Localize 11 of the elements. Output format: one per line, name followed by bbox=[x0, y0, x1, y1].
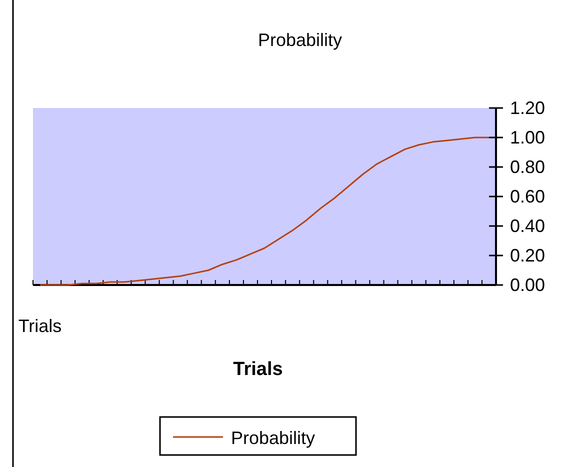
y-tick-label: 0.80 bbox=[510, 157, 546, 177]
line-series bbox=[39, 136, 490, 286]
y-tick-label: 1.00 bbox=[510, 128, 546, 148]
y-tick-label: 0.00 bbox=[510, 275, 546, 295]
legend-label: Probability bbox=[231, 428, 316, 448]
y-tick-label: 0.40 bbox=[510, 216, 546, 236]
x-axis-title: Trials bbox=[233, 359, 283, 380]
y-tick-label: 0.60 bbox=[510, 186, 546, 206]
chart-title: Probability bbox=[258, 30, 342, 50]
y-tick-label: 1.20 bbox=[510, 98, 546, 118]
y-tick-label: 0.20 bbox=[510, 246, 546, 266]
